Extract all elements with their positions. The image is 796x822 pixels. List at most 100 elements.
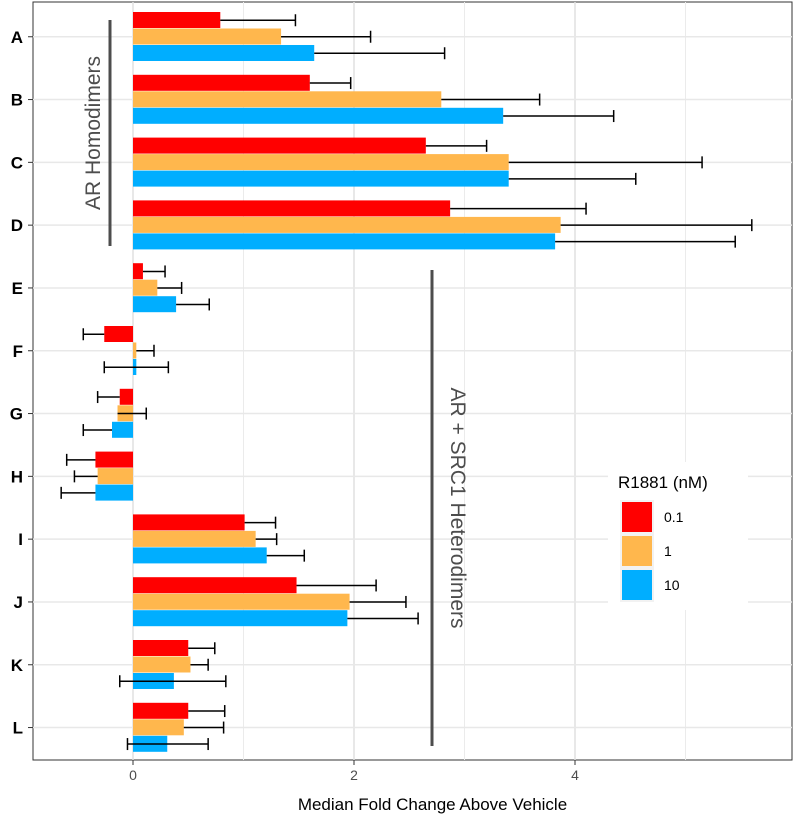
error-bar-C-0.1 [425,139,488,152]
error-bar-H-1 [73,470,98,483]
bar-K-0.1 [133,640,189,656]
y-tick-label: F [13,342,23,361]
error-bar-A-1 [281,30,372,43]
bar-H-10 [95,484,133,501]
bar-I-10 [133,547,267,564]
bar-F-1 [133,342,137,359]
error-bar-L-1 [183,721,225,734]
error-bar-A-10 [314,47,446,60]
error-bar-K-0.1 [188,642,216,655]
error-bar-D-0.1 [450,202,587,215]
error-bar-B-1 [441,93,541,106]
y-axis: A B C D E F G H I J K L [10,28,33,738]
error-bar-E-0.1 [142,265,166,278]
y-tick-label: E [12,279,23,298]
bar-A-0.1 [133,12,221,28]
error-bar-J-10 [347,612,419,625]
error-bar-H-10 [60,486,96,499]
error-bar-G-0.1 [96,391,120,404]
bar-H-0.1 [95,451,133,468]
bar-I-0.1 [133,514,245,531]
error-bar-L-10 [126,738,209,751]
error-bar-I-1 [255,533,278,546]
annotation-homodimers: AR Homodimers [82,56,105,210]
bar-F-0.1 [104,326,133,342]
x-tick-label: 4 [571,767,579,783]
y-tick-label: H [11,467,23,486]
x-tick-label: 0 [129,767,137,783]
y-tick-label: B [11,91,23,110]
error-bar-K-1 [190,658,209,671]
bar-L-0.1 [133,702,189,719]
bar-C-10 [133,170,509,187]
y-tick-label: D [11,216,23,235]
bar-B-0.1 [133,74,310,91]
bar-I-1 [133,530,256,547]
error-bar-C-10 [508,172,637,185]
bar-D-0.1 [133,200,451,217]
legend-label: 0.1 [664,509,684,525]
error-bar-L-0.1 [188,705,226,718]
error-bar-G-1 [117,407,148,420]
bar-C-0.1 [133,137,426,154]
legend: R1881 (nM) 0.1 1 10 [608,462,748,610]
bar-J-10 [133,610,348,627]
error-bar-G-10 [82,424,113,437]
legend-swatch-0.1 [622,502,652,532]
bar-B-1 [133,91,442,108]
x-axis-title: Median Fold Change Above Vehicle [298,795,567,814]
error-bar-F-1 [136,344,155,357]
error-bar-J-1 [349,595,407,608]
bar-J-0.1 [133,577,297,594]
legend-label: 10 [664,577,680,593]
x-axis: 0 2 4 [129,760,579,783]
error-bar-K-10 [118,675,227,688]
bar-L-1 [133,719,184,736]
bar-D-1 [133,216,561,233]
annotation-heterodimers: AR + SRC1 Heterodimers [446,388,469,629]
y-tick-label: G [10,405,23,424]
legend-title: R1881 (nM) [618,473,708,492]
y-tick-label: K [11,656,24,675]
bar-G-10 [112,421,133,438]
bar-G-0.1 [119,388,133,405]
error-bar-H-0.1 [65,453,96,466]
y-tick-label: C [11,153,23,172]
error-bar-J-0.1 [296,579,377,592]
legend-swatch-1 [622,536,652,566]
error-bar-B-10 [503,110,615,123]
error-bars [60,14,753,751]
error-bar-A-0.1 [220,14,297,27]
bar-A-1 [133,28,282,45]
error-bar-E-10 [176,298,210,311]
error-bar-E-1 [157,281,183,294]
error-bar-B-0.1 [309,77,352,90]
bar-B-10 [133,107,504,124]
plot-panel [32,1,793,761]
legend-label: 1 [664,543,672,559]
error-bar-I-10 [266,549,306,562]
bars [95,12,561,752]
bar-E-0.1 [133,263,143,280]
error-bar-D-1 [560,219,753,232]
error-bar-I-0.1 [244,516,277,529]
annotations: AR Homodimers AR + SRC1 Heterodimers [82,20,469,746]
bar-J-1 [133,593,350,610]
bar-K-1 [133,656,191,673]
bar-C-1 [133,154,509,171]
error-bar-F-0.1 [82,328,105,341]
error-bar-C-1 [508,156,703,169]
y-tick-label: L [13,719,23,738]
bar-E-10 [133,296,177,313]
bar-A-10 [133,45,315,61]
x-tick-label: 2 [350,767,358,783]
error-bar-F-10 [103,361,170,374]
legend-swatch-10 [622,570,652,600]
bar-D-10 [133,233,556,250]
bar-H-1 [97,468,133,485]
error-bar-D-10 [555,235,736,248]
bar-E-1 [133,279,158,296]
y-tick-label: J [14,593,23,612]
y-tick-label: I [18,530,23,549]
